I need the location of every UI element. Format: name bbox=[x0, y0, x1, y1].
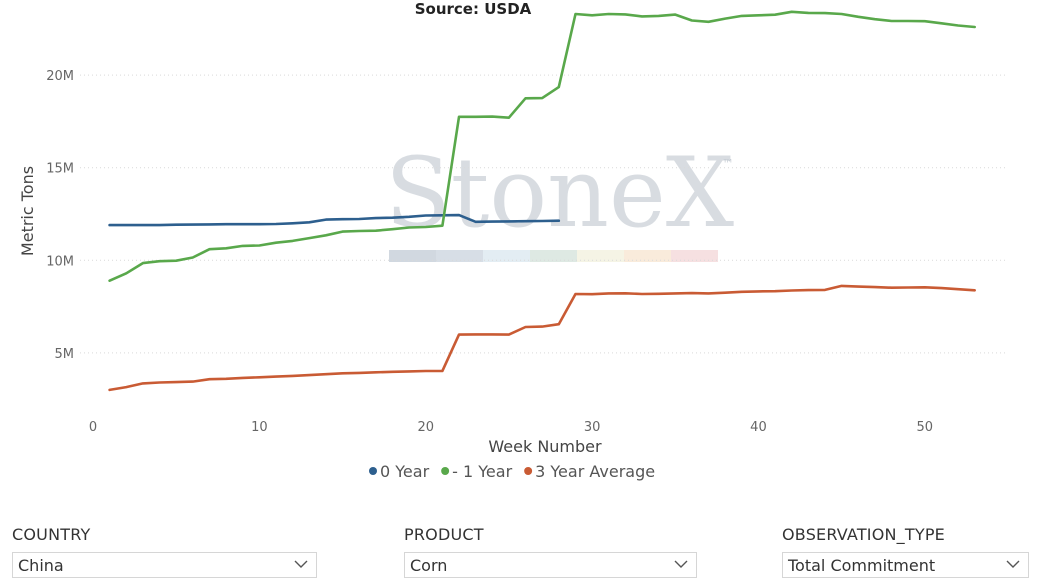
chart-title: Source: USDA bbox=[415, 0, 532, 18]
y-tick-label: 5M bbox=[55, 347, 75, 362]
x-tick-label: 10 bbox=[251, 420, 268, 435]
filter-product-label: PRODUCT bbox=[404, 525, 484, 544]
legend-label: 3 Year Average bbox=[535, 462, 655, 481]
legend: 0 Year - 1 Year 3 Year Average bbox=[369, 462, 655, 481]
y-tick-label: 10M bbox=[46, 254, 74, 269]
country-select-value: China bbox=[18, 556, 64, 575]
legend-marker bbox=[369, 467, 377, 475]
observation-type-select[interactable]: Total Commitment bbox=[782, 552, 1029, 578]
chevron-down-icon bbox=[1006, 560, 1020, 568]
x-tick-label: 50 bbox=[917, 420, 934, 435]
stonex-watermark-logo: StoneX ™ bbox=[385, 137, 734, 262]
filter-country-label: COUNTRY bbox=[12, 525, 91, 544]
product-select[interactable]: Corn bbox=[404, 552, 697, 578]
y-axis-ticks: 5M 10M 15M 20M bbox=[46, 69, 74, 362]
legend-label: - 1 Year bbox=[452, 462, 512, 481]
gridlines bbox=[80, 74, 1008, 354]
legend-marker bbox=[441, 467, 450, 475]
filter-country: COUNTRY China bbox=[12, 525, 317, 578]
watermark-text: StoneX bbox=[385, 137, 734, 249]
watermark-stripe bbox=[389, 250, 436, 262]
chevron-down-icon bbox=[294, 560, 308, 568]
series-lines bbox=[108, 10, 977, 392]
y-tick-label: 20M bbox=[46, 69, 74, 84]
filter-observation-type: OBSERVATION_TYPE Total Commitment bbox=[782, 525, 1029, 578]
legend-marker bbox=[524, 467, 533, 475]
watermark-stripe bbox=[624, 250, 671, 262]
watermark-stripe bbox=[530, 250, 577, 262]
series-line-1 bbox=[108, 10, 977, 283]
y-axis-title: Metric Tons bbox=[18, 166, 37, 256]
legend-label: 0 Year bbox=[380, 462, 430, 481]
series-line-0 bbox=[108, 213, 561, 227]
x-tick-label: 40 bbox=[750, 420, 767, 435]
x-tick-label: 20 bbox=[417, 420, 434, 435]
x-axis-title: Week Number bbox=[488, 437, 602, 456]
country-select[interactable]: China bbox=[12, 552, 317, 578]
series-line-2 bbox=[108, 284, 977, 392]
x-tick-label: 0 bbox=[89, 420, 97, 435]
product-select-value: Corn bbox=[410, 556, 448, 575]
filter-product: PRODUCT Corn bbox=[404, 525, 697, 578]
x-tick-label: 30 bbox=[584, 420, 601, 435]
y-tick-label: 15M bbox=[46, 162, 74, 177]
x-axis-ticks: 0 10 20 30 40 50 bbox=[89, 420, 933, 435]
watermark-tm: ™ bbox=[722, 157, 734, 171]
watermark-stripe bbox=[483, 250, 530, 262]
chevron-down-icon bbox=[674, 560, 688, 568]
chart: Source: USDA StoneX ™ 5M 10M 15M 20M 0 10 20 3… bbox=[18, 0, 1008, 481]
watermark-stripe bbox=[577, 250, 624, 262]
watermark-stripe bbox=[671, 250, 718, 262]
watermark-stripes bbox=[389, 250, 718, 262]
observation-type-select-value: Total Commitment bbox=[788, 556, 936, 575]
watermark-stripe bbox=[436, 250, 483, 262]
filter-observation-type-label: OBSERVATION_TYPE bbox=[782, 525, 945, 544]
